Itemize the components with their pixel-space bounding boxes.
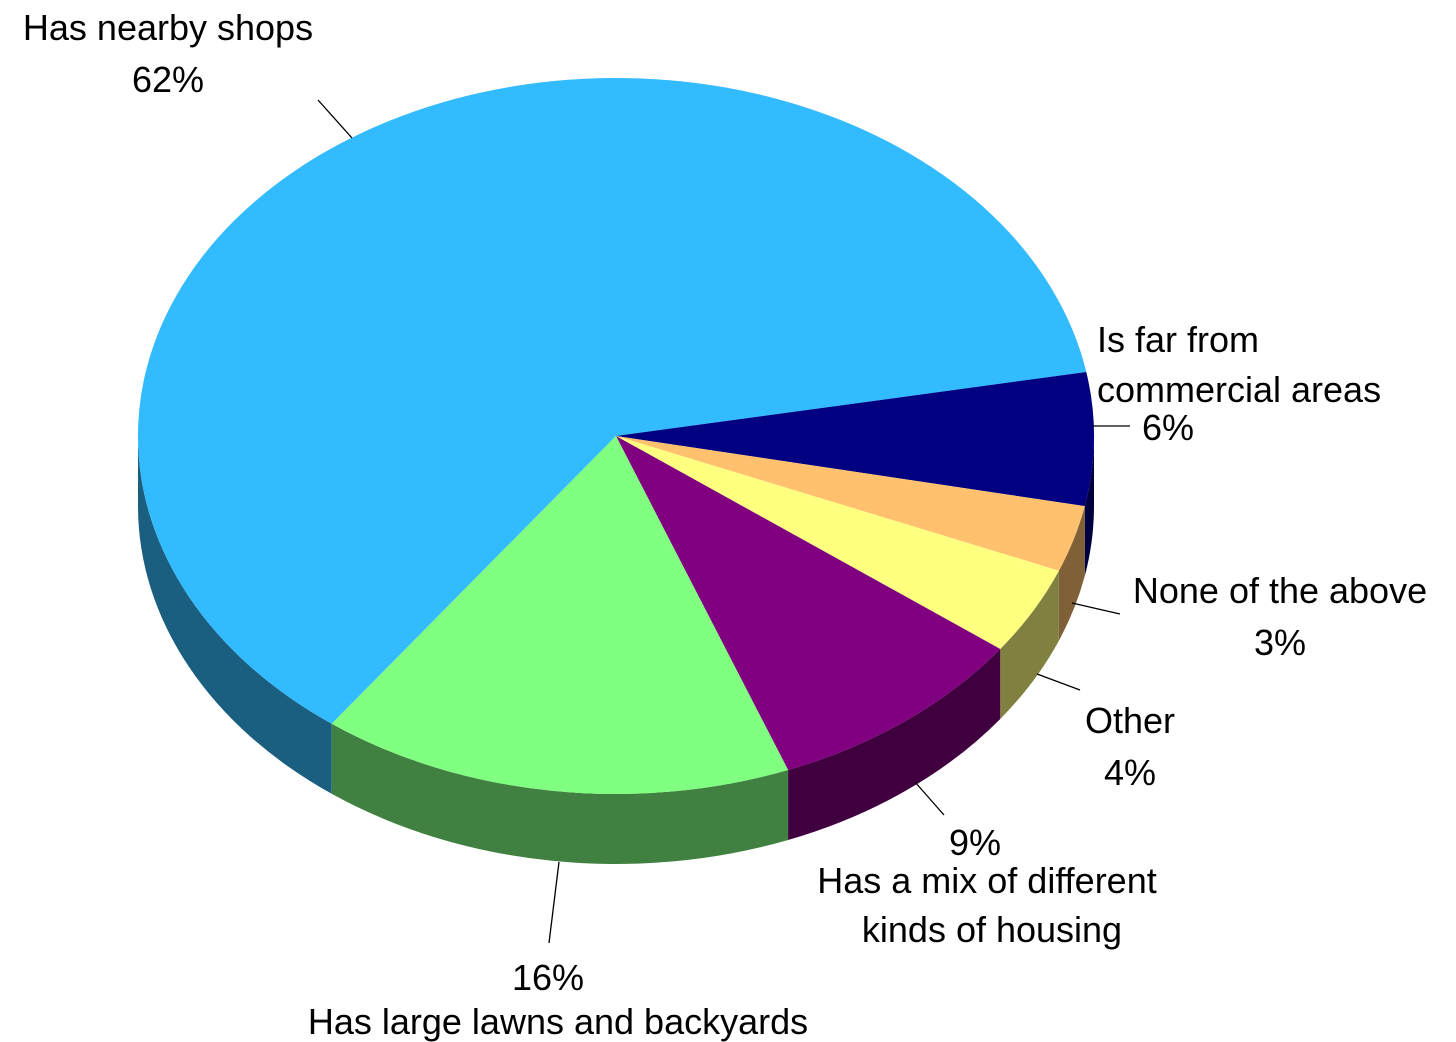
- slice-value-large-lawns: 16%: [512, 957, 584, 998]
- leader-mix-of-housing: [914, 781, 945, 816]
- slice-other: [616, 436, 1059, 649]
- slice-side-has-large-lawns-and-backyards: [331, 723, 789, 864]
- slice-label-has-nearby-shops: Has nearby shops: [23, 7, 313, 48]
- slice-value-other: 4%: [1104, 752, 1156, 793]
- pie-slices: [137, 77, 1094, 794]
- slice-label-mix-of-housing: Has a mix of different kinds of housing: [817, 860, 1167, 950]
- slice-side-none-of-the-above: [1058, 506, 1085, 641]
- slice-label-far-from-commercial: Is far from commercial areas: [1097, 319, 1381, 410]
- slice-label-large-lawns: Has large lawns and backyards: [308, 1001, 808, 1042]
- slice-has-large-lawns-and-backyards: [331, 436, 789, 794]
- pie-3d-sides: [138, 436, 1094, 864]
- slice-none-of-the-above: [616, 436, 1085, 571]
- slice-side-other: [1000, 570, 1059, 719]
- slice-label-far-from-commercial-line-2: commercial areas: [1097, 369, 1381, 410]
- slice-is-far-from-commercial-areas: [616, 371, 1094, 507]
- slice-value-none-of-the-above: 3%: [1254, 622, 1306, 663]
- slice-value-far-from-commercial: 6%: [1142, 407, 1194, 448]
- leader-large-lawns: [548, 861, 560, 944]
- slice-label-far-from-commercial-line-1: Is far from: [1097, 319, 1259, 360]
- leader-has-nearby-shops: [317, 99, 353, 139]
- slice-side-has-a-mix-of-different-kinds-of-housing: [788, 648, 1001, 840]
- slice-value-mix-of-housing: 9%: [949, 822, 1001, 863]
- label-leader-lines: [317, 99, 1130, 944]
- slice-side-is-far-from-commercial-areas: [1084, 436, 1094, 577]
- slice-has-nearby-shops: [137, 77, 1087, 724]
- slice-label-none-of-the-above: None of the above: [1133, 570, 1427, 611]
- leader-other: [1036, 673, 1081, 691]
- leader-none-of-the-above: [1071, 602, 1121, 615]
- slice-label-mix-of-housing-line-2: kinds of housing: [862, 909, 1122, 950]
- slice-side-has-nearby-shops: [138, 436, 332, 794]
- slice-label-other: Other: [1085, 700, 1175, 741]
- slice-has-a-mix-of-different-kinds-of-housing: [616, 436, 1001, 770]
- slice-label-mix-of-housing-line-1: Has a mix of different: [817, 860, 1157, 901]
- slice-value-has-nearby-shops: 62%: [132, 59, 204, 100]
